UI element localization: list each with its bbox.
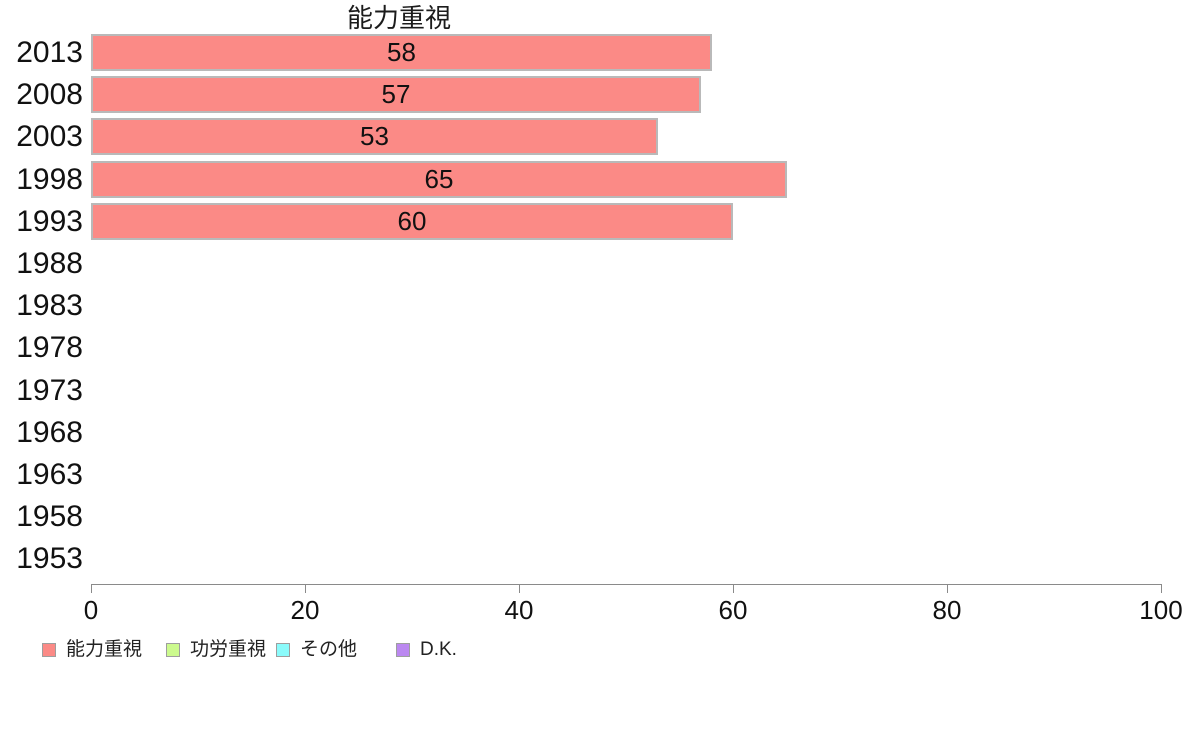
- x-axis-tick: [733, 584, 734, 593]
- legend-item: 功労重視: [166, 639, 266, 661]
- x-axis-tick-label: 100: [1139, 595, 1183, 625]
- bar-value-label: 57: [381, 79, 411, 109]
- bar: 60: [91, 203, 733, 240]
- legend-label: その他: [300, 639, 358, 660]
- bar: 57: [91, 76, 701, 113]
- bar: 53: [91, 118, 658, 155]
- legend-swatch: [276, 643, 290, 657]
- y-axis-category-label: 2008: [16, 78, 83, 111]
- y-axis-category-label: 1968: [16, 416, 83, 449]
- legend-item: D.K.: [396, 639, 457, 661]
- legend-item: その他: [276, 639, 357, 661]
- legend-swatch: [396, 643, 410, 657]
- x-axis-tick-label: 0: [83, 595, 99, 625]
- y-axis-category-label: 1998: [16, 163, 83, 196]
- legend-label: 能力重視: [66, 639, 143, 660]
- bar-value-label: 65: [424, 164, 454, 194]
- x-axis-line: [91, 584, 1162, 585]
- y-axis-category-label: 1993: [16, 205, 83, 238]
- legend-item: 能力重視: [42, 639, 142, 661]
- legend-swatch: [42, 643, 56, 657]
- x-axis-tick-label: 40: [504, 595, 534, 625]
- y-axis-category-label: 1958: [16, 500, 83, 533]
- y-axis-category-label: 1988: [16, 247, 83, 280]
- y-axis-category-label: 1953: [16, 542, 83, 575]
- legend-swatch: [166, 643, 180, 657]
- bar: 65: [91, 161, 787, 198]
- chart-title: 能力重視: [347, 3, 452, 33]
- y-axis-category-label: 1983: [16, 289, 83, 322]
- bar-value-label: 53: [360, 121, 389, 151]
- x-axis-tick-label: 80: [932, 595, 962, 625]
- y-axis-category-label: 1973: [16, 374, 83, 407]
- bar-value-label: 60: [397, 206, 427, 236]
- x-axis-tick: [305, 584, 306, 593]
- x-axis-tick-label: 60: [718, 595, 748, 625]
- legend-label: 功労重視: [190, 639, 267, 660]
- y-axis-category-label: 1978: [16, 331, 83, 364]
- bar: 58: [91, 34, 712, 71]
- legend-label: D.K.: [420, 639, 457, 660]
- x-axis-tick: [1161, 584, 1162, 593]
- bar-value-label: 58: [387, 37, 416, 67]
- x-axis-tick: [947, 584, 948, 593]
- y-axis-category-label: 1963: [16, 458, 83, 491]
- x-axis-tick: [91, 584, 92, 593]
- x-axis-tick: [519, 584, 520, 593]
- y-axis-category-label: 2013: [16, 36, 83, 69]
- x-axis-tick-label: 20: [290, 595, 320, 625]
- y-axis-category-label: 2003: [16, 120, 83, 153]
